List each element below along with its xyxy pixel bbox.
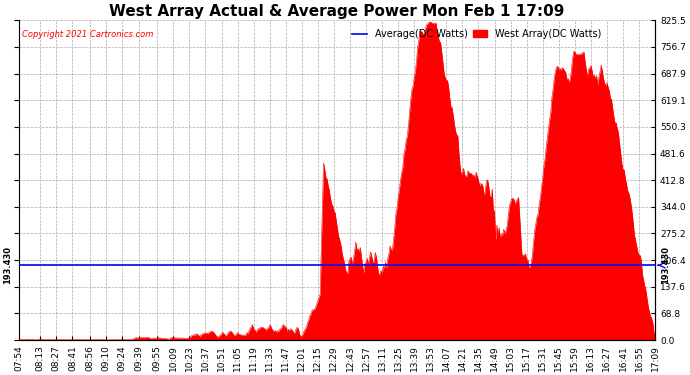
Text: 193.430: 193.430 <box>662 246 671 284</box>
Legend: Average(DC Watts), West Array(DC Watts): Average(DC Watts), West Array(DC Watts) <box>348 25 605 43</box>
Title: West Array Actual & Average Power Mon Feb 1 17:09: West Array Actual & Average Power Mon Fe… <box>109 4 564 19</box>
Text: Copyright 2021 Cartronics.com: Copyright 2021 Cartronics.com <box>21 30 153 39</box>
Text: 193.430: 193.430 <box>3 246 12 284</box>
